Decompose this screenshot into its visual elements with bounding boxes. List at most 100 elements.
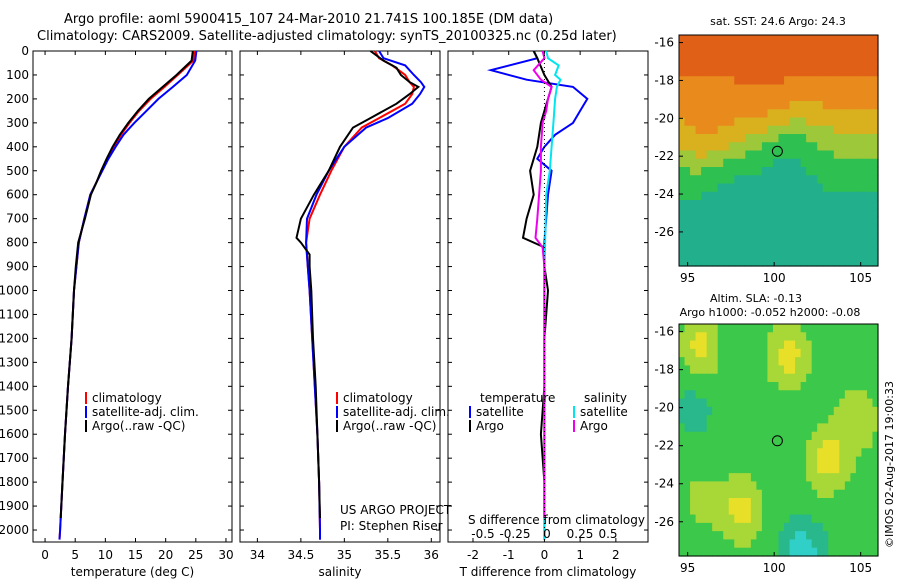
- sst-cell: [695, 167, 702, 176]
- sst-cell: [828, 92, 835, 102]
- sla-cell: [706, 456, 713, 466]
- sst-cell: [789, 92, 796, 102]
- sla-cell: [723, 498, 730, 507]
- sst-cell: [784, 101, 791, 110]
- sla-cell: [839, 340, 846, 350]
- sst-cell: [772, 117, 780, 127]
- sst-cell: [833, 175, 840, 185]
- sst-cell: [723, 158, 730, 168]
- sst-cell: [861, 43, 868, 53]
- sla-cell: [811, 448, 818, 458]
- sst-cell: [872, 84, 879, 94]
- sst-cell: [850, 117, 857, 127]
- sst-cell: [789, 125, 796, 135]
- sst-cell: [712, 216, 719, 226]
- sla-cell: [756, 522, 763, 532]
- sla-cell: [822, 498, 829, 507]
- sla-cell: [701, 440, 708, 449]
- sla-cell: [739, 514, 746, 524]
- sla-xtick-label: 100: [763, 561, 786, 575]
- sst-cell: [806, 257, 813, 267]
- sst-cell: [789, 216, 796, 226]
- sla-cell: [750, 340, 757, 350]
- sst-cell: [811, 101, 818, 110]
- sla-cell: [839, 498, 846, 507]
- sla-cell: [684, 514, 691, 524]
- sst-cell: [756, 76, 763, 86]
- sst-cell: [861, 208, 868, 218]
- sla-cell: [795, 440, 802, 449]
- sst-cell: [739, 150, 746, 160]
- panel-1-legend-label: Argo(..raw -QC): [92, 419, 185, 433]
- sla-cell: [828, 522, 835, 532]
- sst-cell: [784, 167, 791, 176]
- sla-cell: [850, 332, 857, 342]
- panel-1-legend-label: climatology: [92, 391, 162, 405]
- sla-cell: [690, 481, 697, 491]
- sst-cell: [745, 224, 752, 234]
- sst-cell: [761, 158, 769, 168]
- sla-cell: [690, 547, 697, 557]
- sla-cell: [784, 431, 791, 441]
- sst-cell: [866, 208, 874, 218]
- sla-cell: [844, 514, 851, 524]
- sla-cell: [739, 340, 746, 350]
- sla-cell: [690, 390, 697, 400]
- sst-cell: [712, 150, 719, 160]
- sst-cell: [778, 125, 785, 135]
- sla-cell: [861, 406, 868, 416]
- sla-cell: [828, 489, 835, 499]
- sst-cell: [706, 191, 713, 201]
- sla-cell: [690, 498, 697, 507]
- sla-cell: [850, 489, 857, 499]
- sst-cell: [855, 68, 863, 77]
- sla-cell: [850, 431, 857, 441]
- sst-xtick-label: 105: [849, 271, 872, 285]
- sla-cell: [684, 382, 691, 391]
- sla-xtick-label: 105: [849, 561, 872, 575]
- sst-cell: [767, 200, 774, 209]
- sst-cell: [789, 224, 796, 234]
- sla-cell: [750, 448, 757, 458]
- sla-cell: [684, 464, 691, 474]
- sst-cell: [778, 101, 785, 110]
- sla-cell: [866, 365, 874, 375]
- sst-cell: [712, 76, 719, 86]
- sla-cell: [778, 498, 785, 507]
- sla-cell: [690, 348, 697, 358]
- sla-cell: [789, 539, 796, 549]
- sla-cell: [712, 340, 719, 350]
- sla-cell: [772, 398, 780, 408]
- sst-cell: [679, 35, 686, 44]
- sla-cell: [706, 522, 713, 532]
- sla-cell: [750, 431, 757, 441]
- sla-cell: [690, 456, 697, 466]
- sst-cell: [839, 175, 846, 185]
- sst-cell: [817, 134, 824, 143]
- sla-cell: [679, 498, 686, 507]
- sst-cell: [789, 142, 796, 152]
- sla-cell: [866, 440, 874, 449]
- sla-cell: [866, 423, 874, 433]
- sst-cell: [701, 224, 708, 234]
- sla-cell: [745, 390, 752, 400]
- sla-cell: [833, 547, 840, 557]
- sst-cell: [806, 208, 813, 218]
- sst-cell: [701, 125, 708, 135]
- sst-cell: [784, 200, 791, 209]
- sst-cell: [701, 208, 708, 218]
- sst-cell: [750, 191, 757, 201]
- sla-cell: [679, 373, 686, 383]
- sst-cell: [850, 92, 857, 102]
- sla-cell: [833, 498, 840, 507]
- sla-cell: [811, 406, 818, 416]
- sla-cell: [756, 373, 763, 383]
- sla-cell: [761, 448, 769, 458]
- sla-cell: [772, 506, 780, 516]
- sst-cell: [789, 200, 796, 209]
- sla-cell: [761, 481, 769, 491]
- sst-cell: [844, 84, 851, 94]
- sst-cell: [684, 216, 691, 226]
- sla-cell: [717, 481, 724, 491]
- sla-cell: [839, 406, 846, 416]
